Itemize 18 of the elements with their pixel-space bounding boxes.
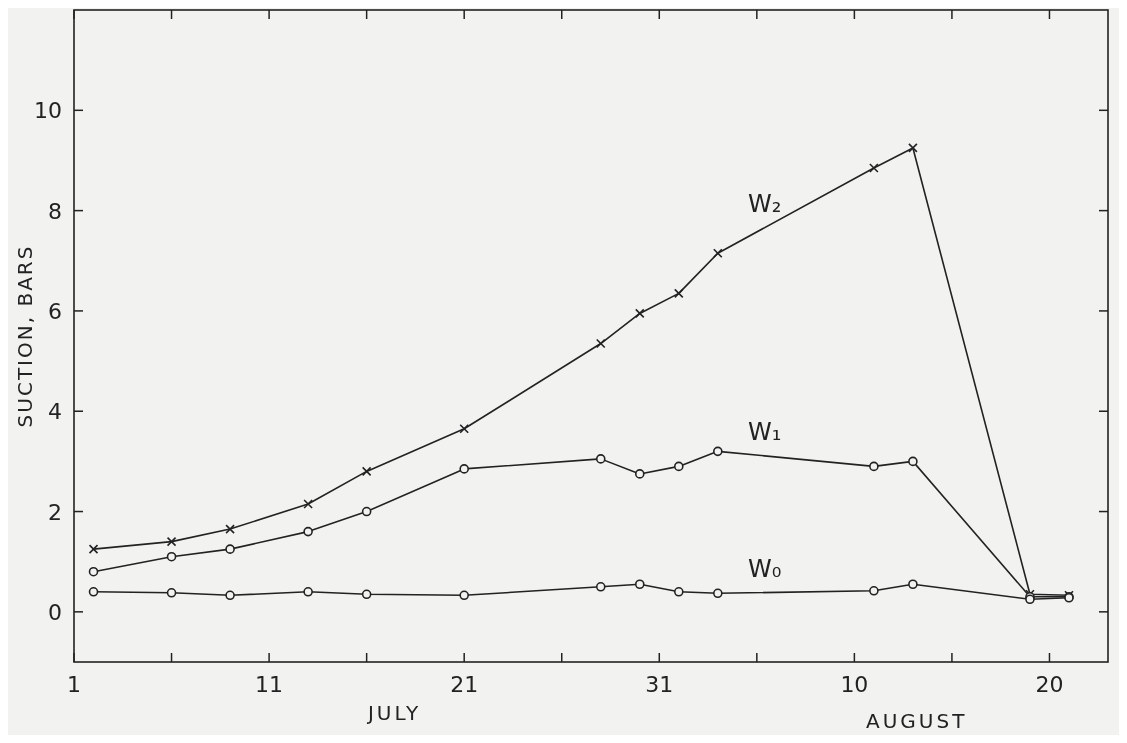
y-tick-label: 6 xyxy=(48,298,62,324)
series-label: W₂ xyxy=(747,189,782,218)
y-tick-label: 8 xyxy=(48,198,62,224)
y-tick-label: 10 xyxy=(34,98,62,124)
y-tick-label: 4 xyxy=(48,399,62,425)
x-tick-label: 21 xyxy=(450,672,479,697)
x-tick-label: 11 xyxy=(255,672,284,697)
x-tick-label: 31 xyxy=(645,672,674,697)
x-tick-label: 10 xyxy=(840,672,869,697)
y-tick-label: 0 xyxy=(48,599,62,625)
series-label: W₀ xyxy=(747,554,782,583)
text: JULY xyxy=(365,701,422,725)
x-tick-label: 1 xyxy=(67,672,81,697)
text: AUGUST xyxy=(866,709,968,733)
y-tick-label: 2 xyxy=(48,499,62,525)
series-label: W₁ xyxy=(747,417,782,446)
y-axis-title: SUCTION, BARS xyxy=(13,244,37,428)
x-tick-label: 20 xyxy=(1035,672,1064,697)
